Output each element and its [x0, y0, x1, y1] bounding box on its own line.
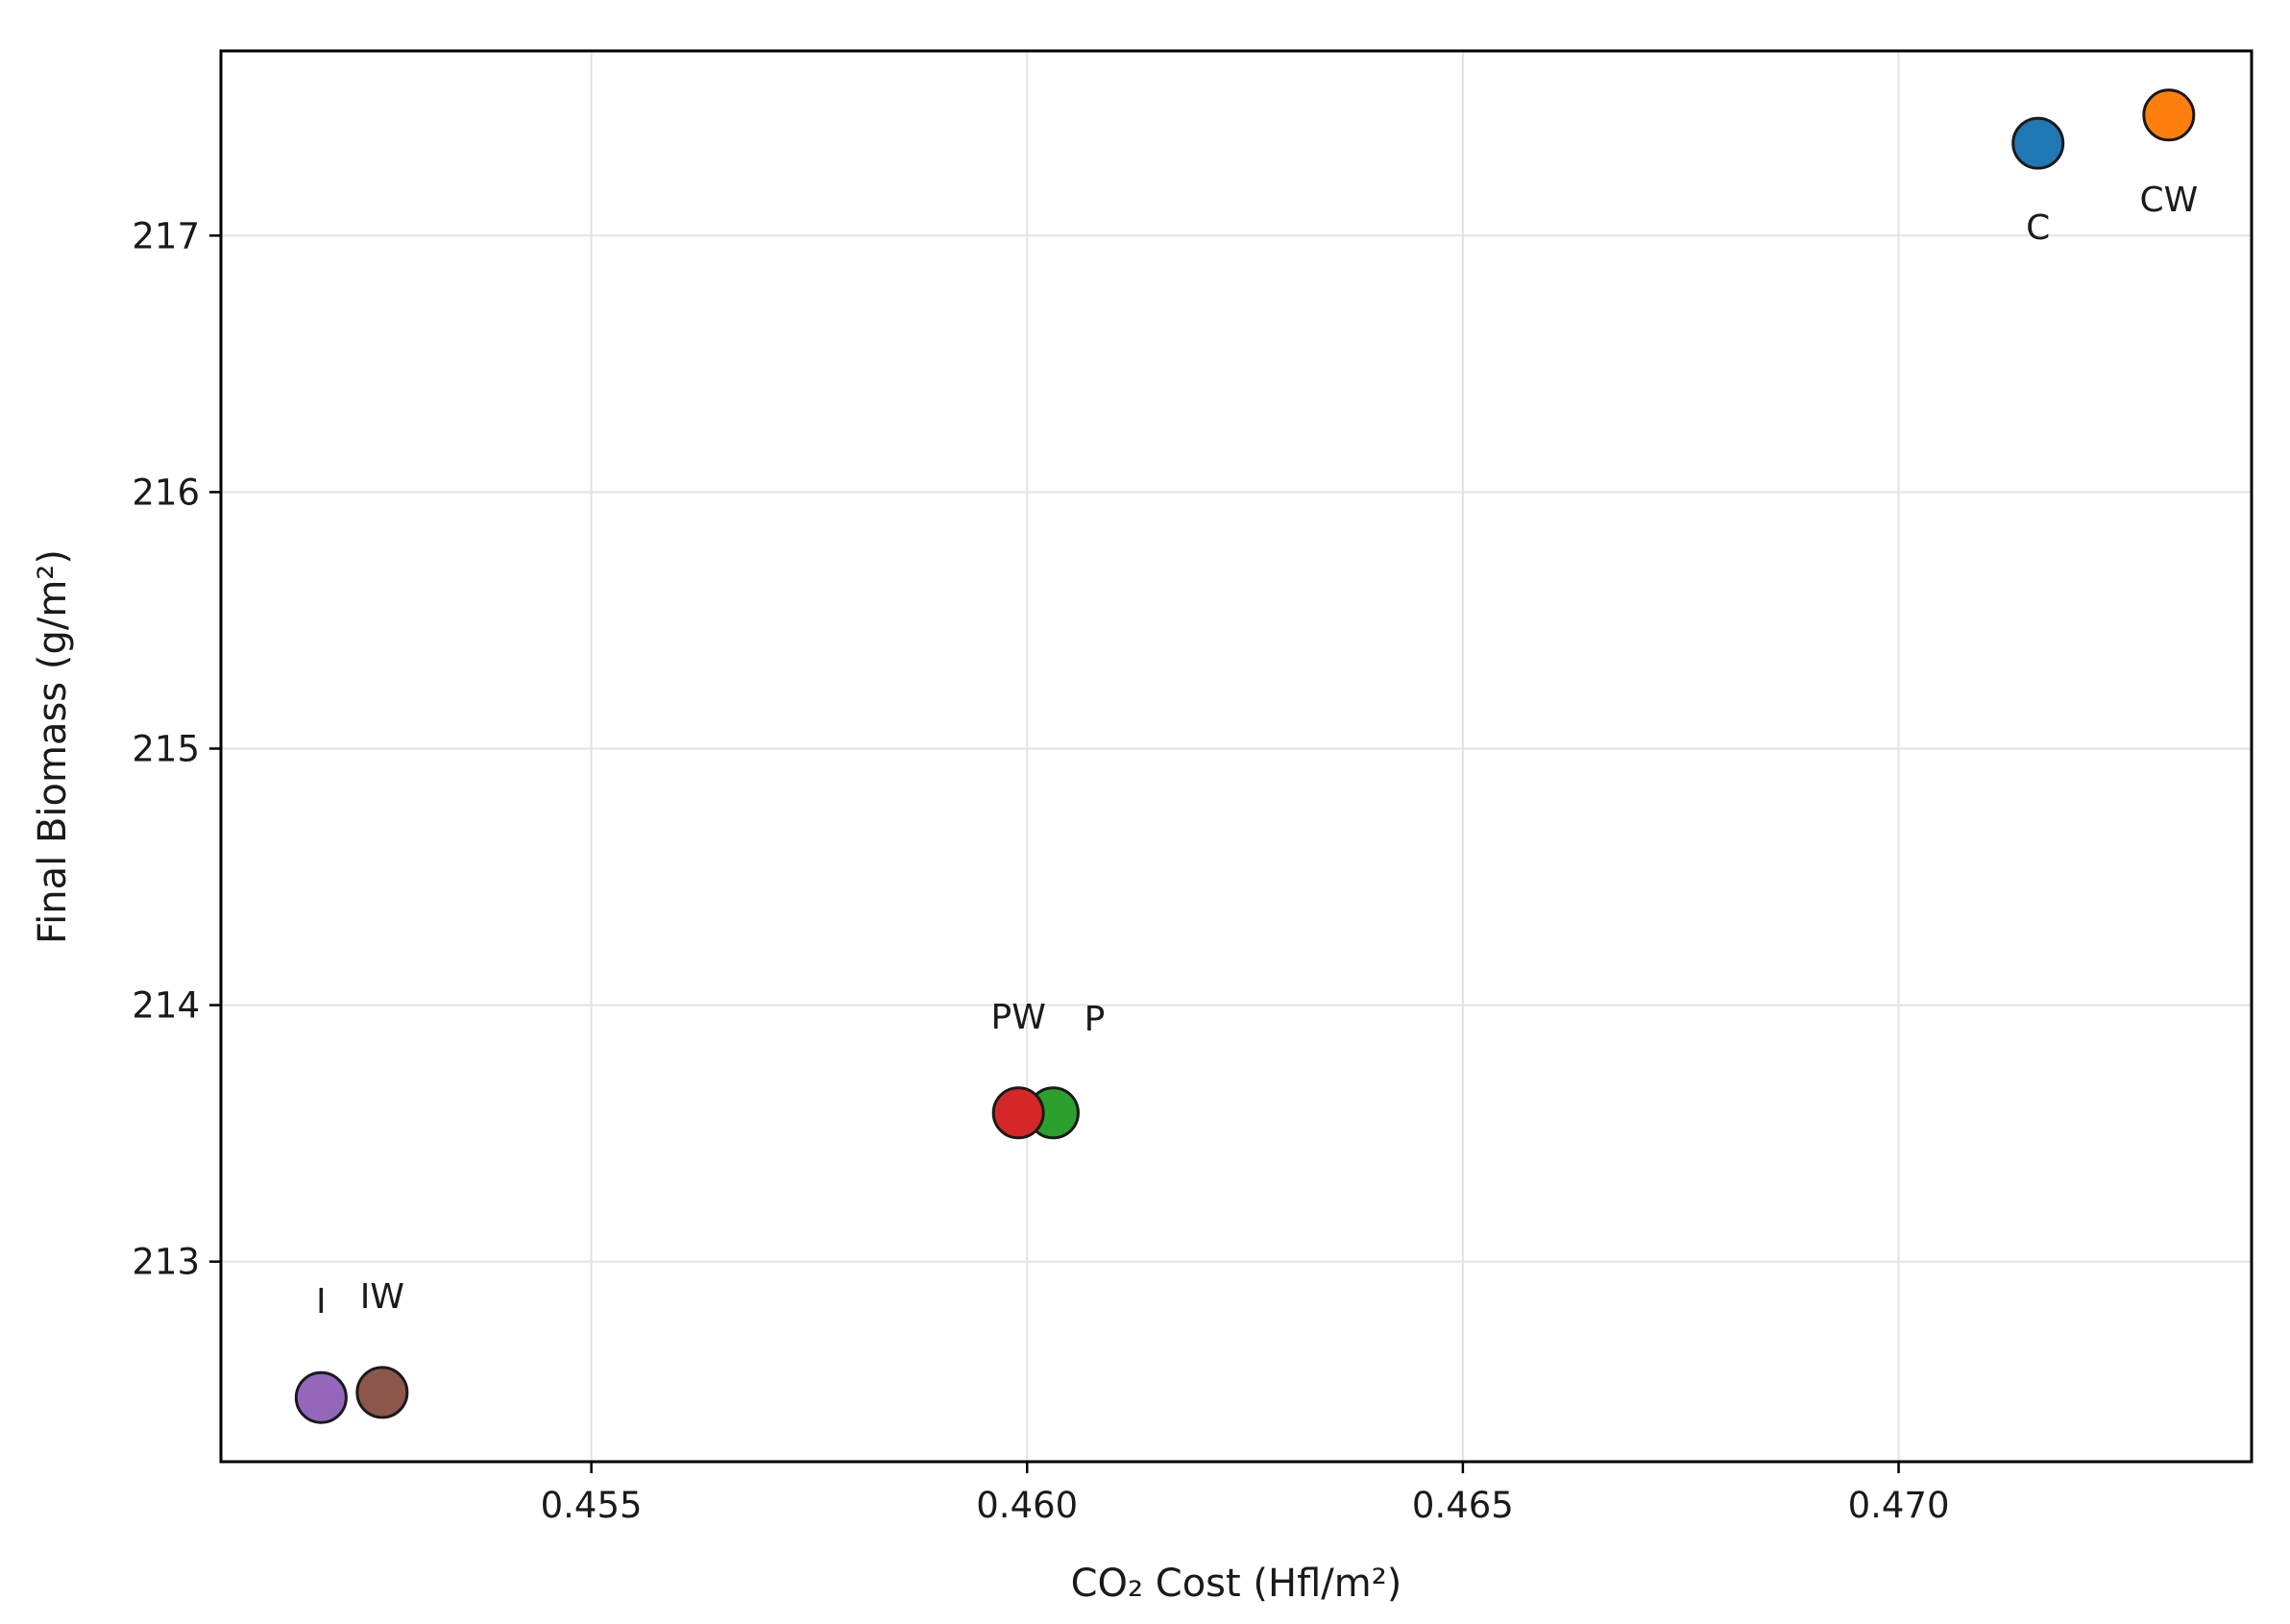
- point-label-c: C: [2026, 208, 2050, 248]
- plot-frame: [219, 49, 2253, 1464]
- point-label-iw: IW: [360, 1277, 404, 1317]
- x-axis-label: CO₂ Cost (Hfl/m²): [1071, 1562, 1402, 1606]
- x-tick-label: 0.455: [541, 1485, 643, 1526]
- x-tick-label: 0.470: [1848, 1485, 1950, 1526]
- data-points: [294, 88, 2196, 1424]
- y-tick-label: 213: [132, 1242, 200, 1283]
- point-label-cw: CW: [2139, 181, 2198, 220]
- data-point-i: [294, 1370, 348, 1424]
- x-tick-label: 0.465: [1412, 1485, 1514, 1526]
- point-label-i: I: [316, 1282, 327, 1321]
- point-label-p: P: [1084, 1000, 1106, 1039]
- point-label-pw: PW: [991, 998, 1046, 1037]
- point-labels: C CW P PW I IW: [316, 181, 2198, 1321]
- y-tick-label: 214: [132, 985, 200, 1027]
- x-tick-label: 0.460: [976, 1485, 1078, 1526]
- y-tick-label: 216: [132, 472, 200, 513]
- y-tick-label: 215: [132, 728, 200, 769]
- y-axis-label: Final Biomass (g/m²): [31, 549, 75, 944]
- data-point-pw: [991, 1086, 1045, 1140]
- data-point-c: [2011, 116, 2065, 170]
- data-point-iw: [355, 1366, 409, 1419]
- grid-lines: [221, 51, 2252, 1462]
- y-tick-label: 217: [132, 215, 200, 256]
- axis-ticks: 0.455 0.460 0.465 0.470 213 214 215 216 217: [132, 215, 1949, 1526]
- data-point-cw: [2142, 88, 2196, 142]
